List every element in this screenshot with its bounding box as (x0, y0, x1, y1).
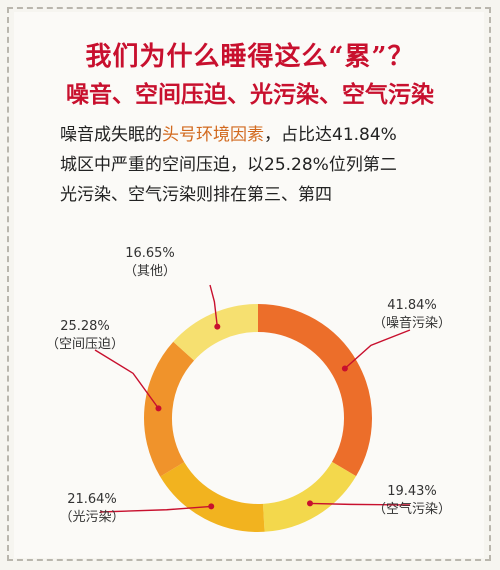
description-line-3: 光污染、空气污染则排在第三、第四 (60, 185, 332, 205)
desc-line1-highlight: 头号环境因素 (162, 125, 264, 145)
leader-line-0 (344, 329, 411, 370)
desc-line1-after: ，占比达41.84% (264, 125, 397, 145)
slice-4-name: （其他） (123, 264, 176, 279)
donut-slice-3 (144, 341, 195, 477)
dashed-frame (7, 7, 491, 561)
slice-2-name: （光污染） (59, 510, 125, 525)
page-subtitle: 噪音、空间压迫、光污染、空气污染 (66, 81, 434, 108)
slice-3-name: （空间压迫） (45, 337, 124, 352)
slice-2-pct: 21.64% (67, 492, 117, 507)
label-slice-4: 16.65% （其他） (110, 245, 190, 281)
slice-0-name: （噪音污染） (372, 316, 451, 331)
page-title: 我们为什么睡得这么“累”？ (85, 42, 415, 72)
leader-line-4 (209, 284, 219, 327)
description-line-1: 噪音成失眠的头号环境因素，占比达41.84% (60, 120, 397, 145)
label-slice-2: 21.64% （光污染） (52, 491, 132, 527)
label-slice-3: 25.28% （空间压迫） (40, 318, 130, 354)
donut-slice-2 (160, 461, 265, 532)
leader-line-1 (309, 502, 411, 506)
label-slice-1: 19.43% （空气污染） (372, 483, 452, 519)
slice-3-pct: 25.28% (60, 319, 110, 334)
donut-slice-0 (257, 304, 372, 477)
slice-0-pct: 41.84% (387, 298, 437, 313)
slice-4-pct: 16.65% (125, 246, 175, 261)
leader-line-3 (94, 349, 160, 409)
donut-slice-1 (262, 461, 357, 532)
slice-1-name: （空气污染） (372, 502, 451, 517)
desc-line1-before: 噪音成失眠的 (60, 125, 162, 145)
donut-slice-4 (173, 304, 259, 361)
description-line-2: 城区中严重的空间压迫，以25.28%位列第二 (60, 155, 397, 175)
slice-1-pct: 19.43% (387, 484, 437, 499)
label-slice-0: 41.84% （噪音污染） (372, 297, 452, 333)
leader-line-2 (99, 505, 212, 513)
paper-background (14, 12, 484, 558)
